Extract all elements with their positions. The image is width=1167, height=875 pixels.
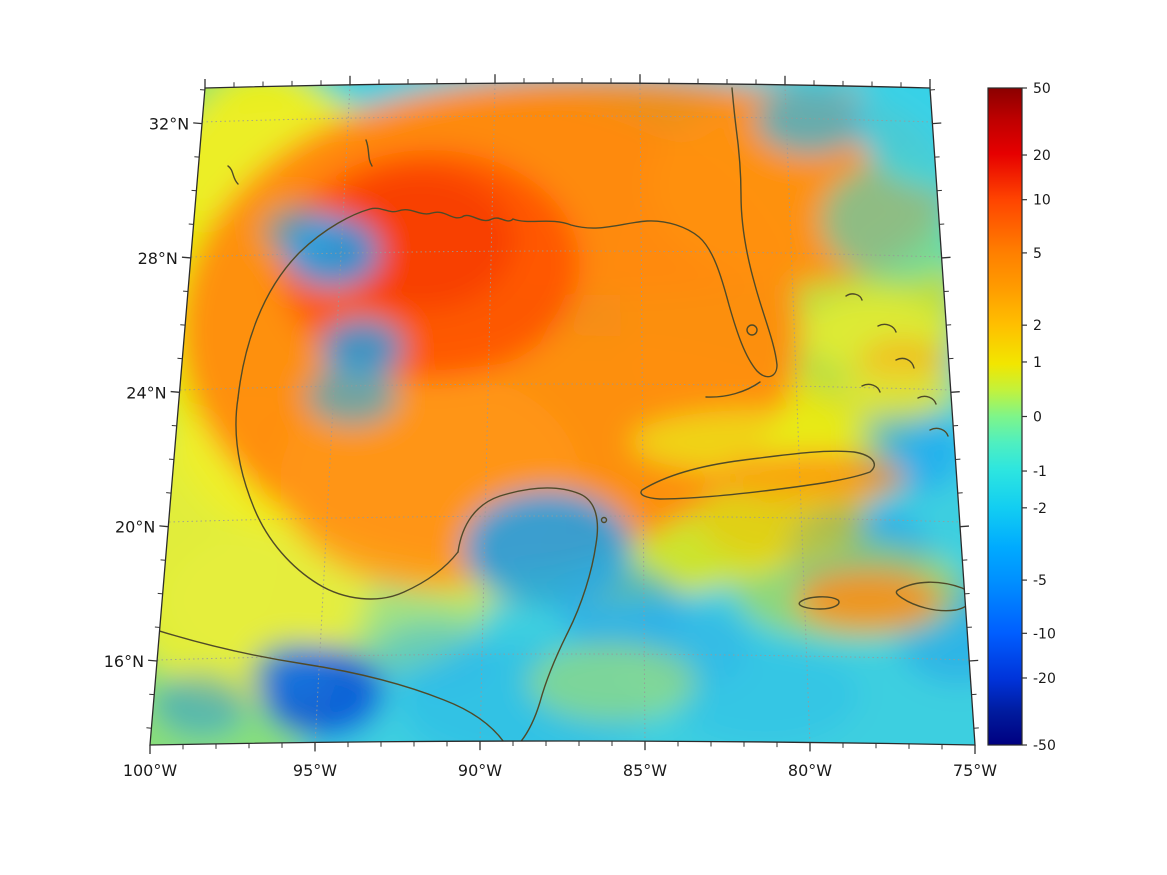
heat-field-blob xyxy=(264,206,336,258)
axis-ticks xyxy=(146,74,979,754)
lat-tick-label: 32°N xyxy=(149,115,189,134)
lat-tick xyxy=(193,122,203,125)
heat-field-blob xyxy=(370,622,494,694)
colorbar-tick-label: -2 xyxy=(1033,501,1047,517)
colorbar-tick-label: -10 xyxy=(1033,626,1056,642)
map-border xyxy=(149,82,976,746)
heat-field-blob xyxy=(320,318,404,378)
heat-field-blob xyxy=(820,160,975,280)
colorbar-tick-label: 2 xyxy=(1033,318,1042,334)
lat-tick-label: 20°N xyxy=(115,518,155,537)
lon-tick-label: 80°W xyxy=(788,761,832,780)
coastline-florida-keys xyxy=(705,381,761,398)
lat-tick xyxy=(950,391,960,393)
colorbar-tick-label: 5 xyxy=(1033,246,1042,262)
colorbar-tick-label: -1 xyxy=(1033,464,1047,480)
lat-tick-label: 16°N xyxy=(104,652,144,671)
lat-tick-label: 24°N xyxy=(126,383,166,402)
coastline-hispaniola xyxy=(895,581,972,612)
lat-tick-label: 28°N xyxy=(138,249,178,268)
heat-field-blob xyxy=(152,673,248,737)
colorbar-tick-label: -50 xyxy=(1033,738,1056,754)
heat-field-blob xyxy=(306,366,398,426)
lon-tick-label: 75°W xyxy=(953,761,997,780)
graticule-gridlines xyxy=(156,83,970,745)
cozumel-island xyxy=(600,516,608,524)
lat-tick xyxy=(959,525,970,528)
heat-field-blob xyxy=(670,645,860,745)
coastline-yucatan xyxy=(457,487,599,745)
heat-field-blob xyxy=(796,570,940,630)
colorbar-tick-label: -20 xyxy=(1033,671,1056,687)
heat-field-blob xyxy=(325,170,515,310)
coastline-southern-mexico xyxy=(150,627,507,745)
heat-field xyxy=(150,83,975,745)
lat-tick xyxy=(941,256,951,259)
colorbar-tick-label: 0 xyxy=(1033,410,1042,426)
heat-field-blob xyxy=(527,642,697,722)
colorbar-tick-label: 20 xyxy=(1033,148,1051,164)
lon-tick-label: 85°W xyxy=(623,761,667,780)
axis-labels: 32°N 28°N 24°N 20°N 16°N 100°W 95°W 90°W 85°W 80°… xyxy=(104,115,998,780)
lon-tick-label: 90°W xyxy=(458,761,502,780)
coastline-cuba xyxy=(640,450,875,500)
lon-tick-label: 100°W xyxy=(123,761,178,780)
lat-tick xyxy=(148,659,158,662)
coastline-mexico-west-gulf xyxy=(235,397,459,600)
colorbar-tick-label: -5 xyxy=(1033,573,1047,589)
heat-field-blob xyxy=(838,362,962,422)
coastlines xyxy=(150,87,972,745)
colorbar-ticks xyxy=(1022,87,1027,746)
coastline-jamaica xyxy=(798,596,840,610)
map-area xyxy=(150,83,975,745)
colorbar-gradient-bar xyxy=(987,87,1023,746)
heat-field-blob xyxy=(755,85,865,155)
lat-tick xyxy=(932,122,942,125)
lat-tick xyxy=(170,390,180,393)
lake-okeechobee xyxy=(746,324,758,336)
colorbar-tick-label: 50 xyxy=(1033,81,1051,97)
heat-field-blob xyxy=(250,642,334,702)
lat-tick xyxy=(159,525,169,528)
lat-tick xyxy=(181,256,191,259)
lon-tick-label: 95°W xyxy=(293,761,337,780)
coastline-bahamas xyxy=(845,293,949,437)
coastline-north-gulf-florida xyxy=(237,87,778,399)
lat-tick xyxy=(969,659,979,662)
coastline-inland-details xyxy=(227,139,373,185)
colorbar-tick-label: 10 xyxy=(1033,193,1051,209)
colorbar-tick-label: 1 xyxy=(1033,355,1042,371)
